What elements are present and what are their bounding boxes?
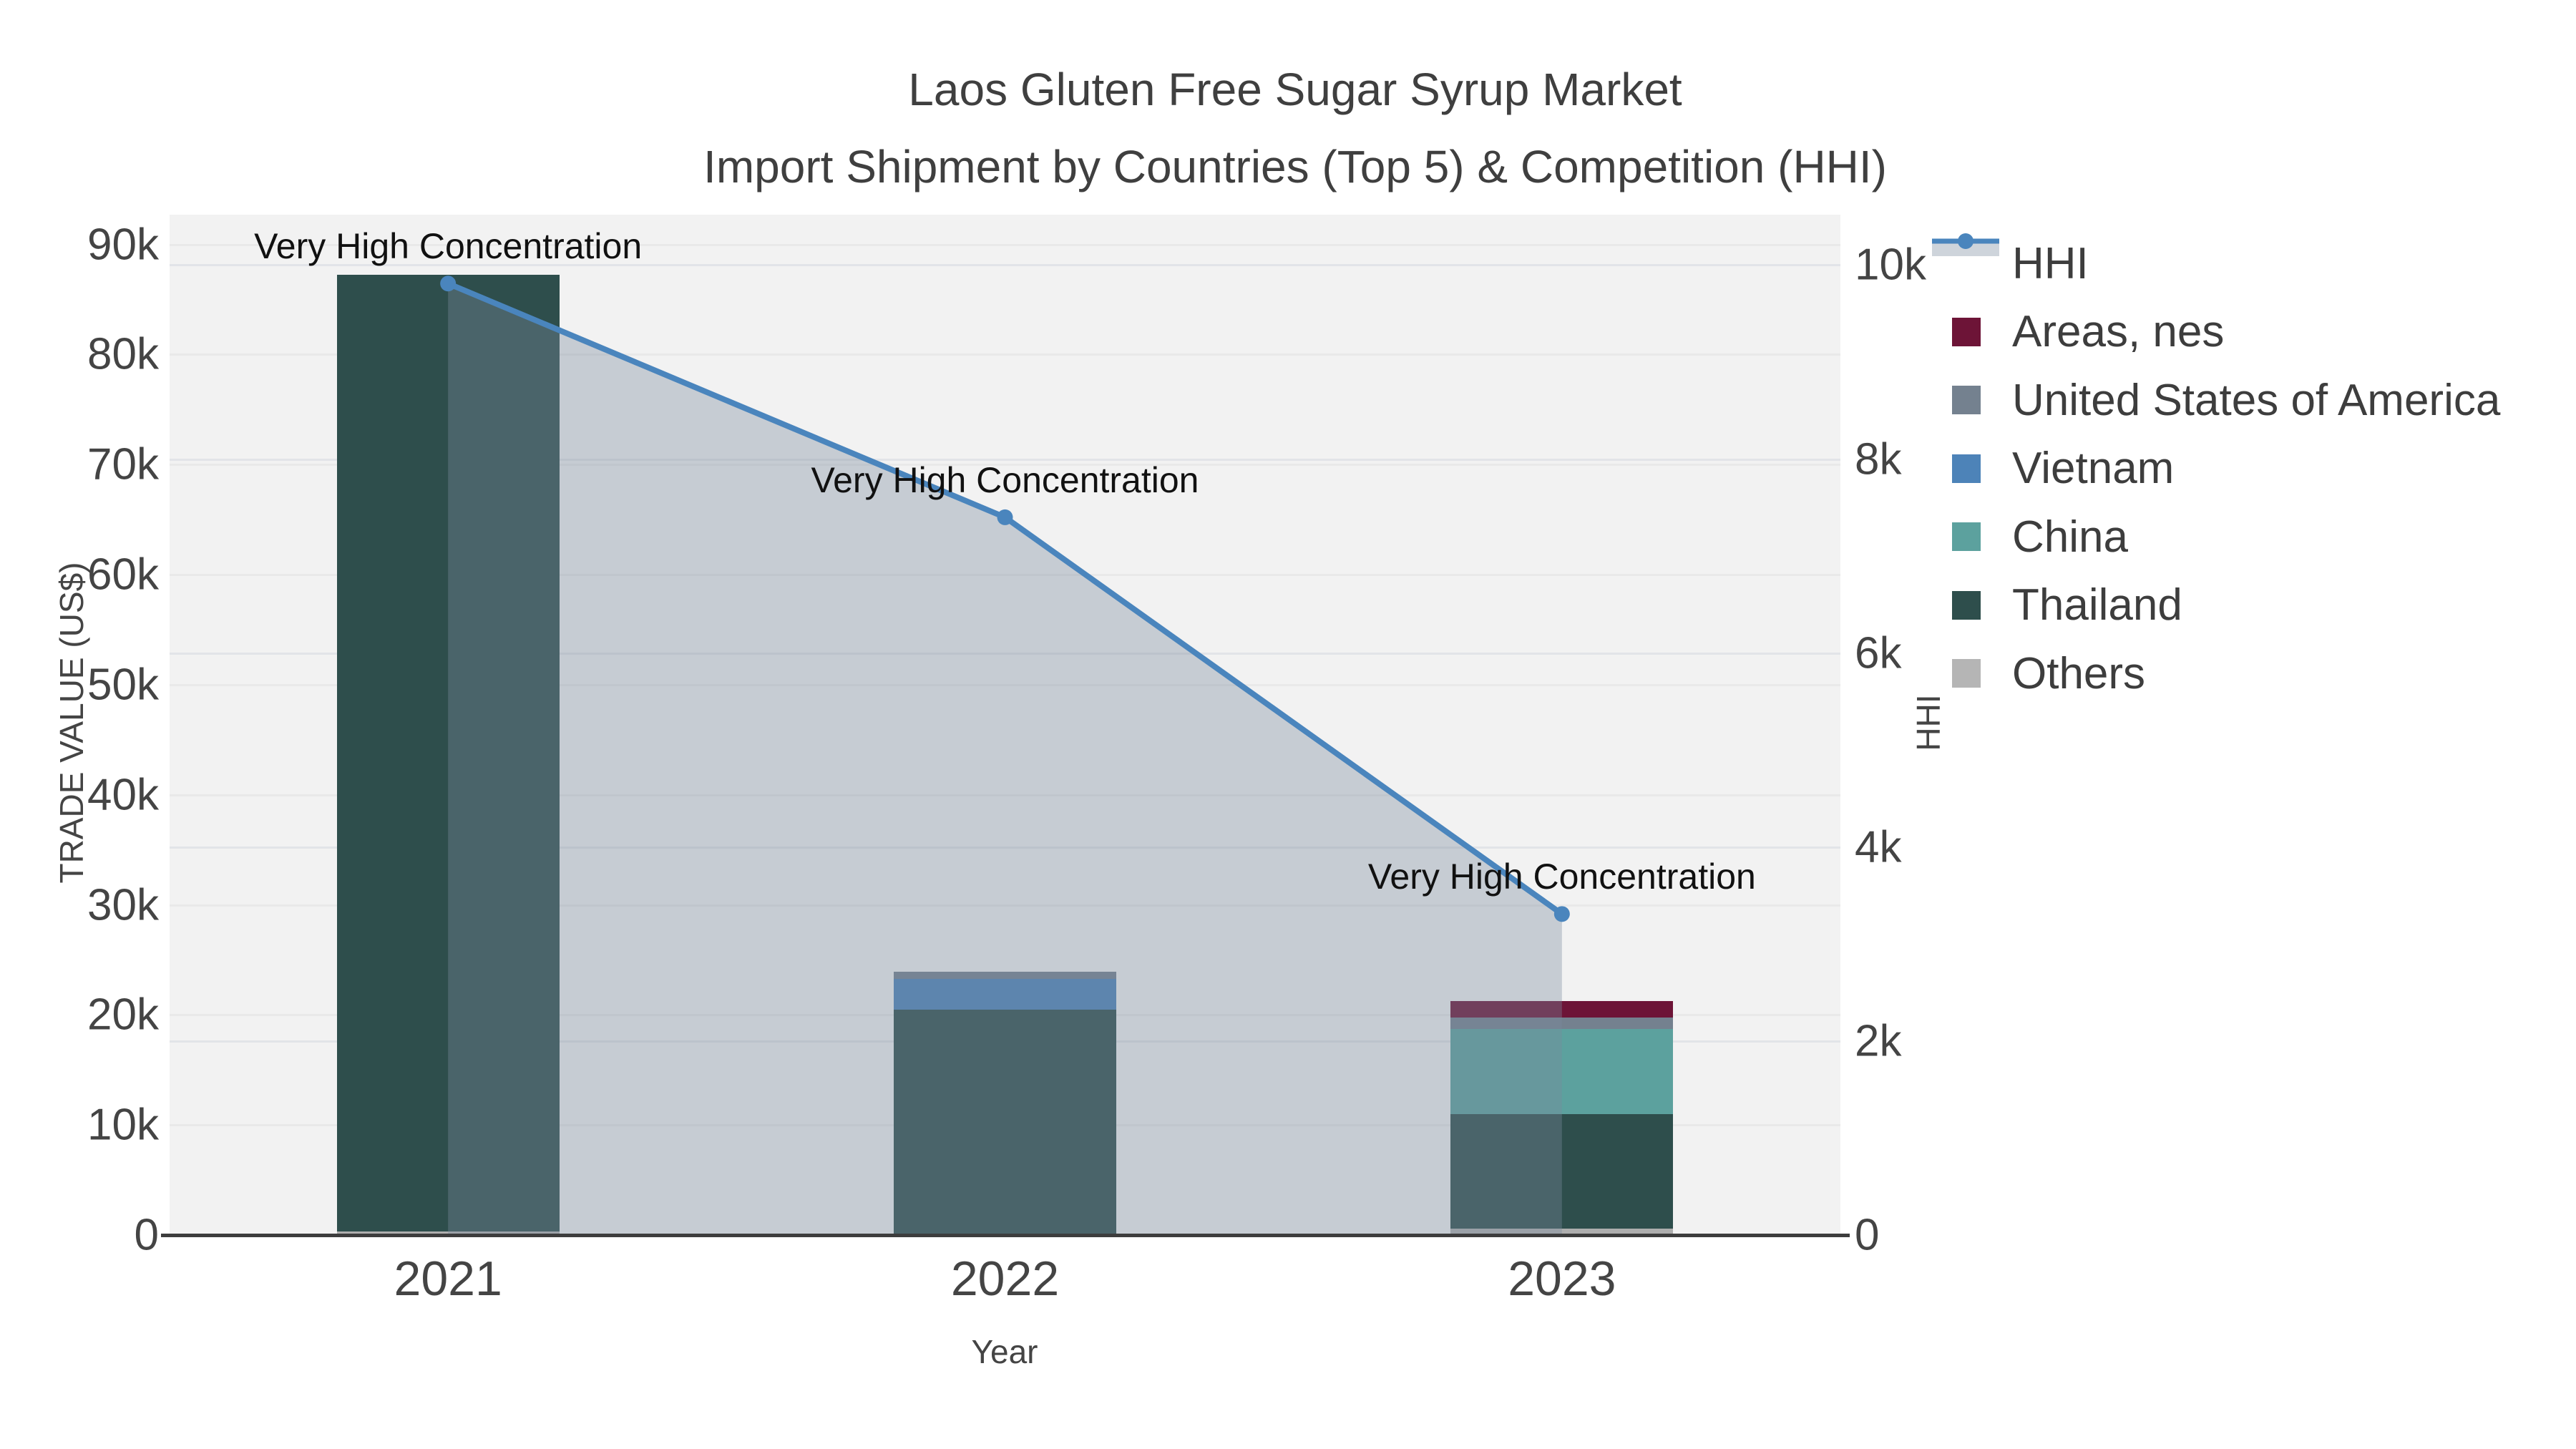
y-tick-right-2k: 2k: [1855, 1016, 1902, 1066]
legend-label-thailand: Thailand: [2012, 580, 2182, 630]
chart-title: Laos Gluten Free Sugar Syrup Market: [908, 64, 1682, 115]
legend-label-china: China: [2012, 512, 2128, 562]
x-tick-2023: 2023: [1508, 1252, 1616, 1306]
legend-label-areas_nes: Areas, nes: [2012, 307, 2225, 356]
legend-swatch-usa-icon: [1952, 386, 1981, 414]
legend-item-thailand[interactable]: Thailand: [1932, 571, 2576, 640]
y-tick-left-60k: 60k: [87, 550, 159, 600]
bar-vietnam-2022: [894, 979, 1116, 1010]
hhi-line: [447, 280, 1564, 917]
bar-thailand-2023: [1450, 1113, 1674, 1229]
y-tick-left-20k: 20k: [87, 990, 159, 1040]
chart-subtitle: Import Shipment by Countries (Top 5) & C…: [703, 141, 1887, 192]
bar-others-2023: [1450, 1228, 1674, 1235]
bar-thailand-2022: [894, 1009, 1116, 1235]
legend-item-hhi[interactable]: HHI: [1932, 229, 2576, 298]
legend-label-others: Others: [2012, 648, 2146, 698]
bar-usa-2022: [894, 972, 1116, 980]
x-tick-2021: 2021: [394, 1252, 502, 1306]
y-tick-left-30k: 30k: [87, 880, 159, 930]
x-axis-title: Year: [971, 1333, 1038, 1370]
legend-item-usa[interactable]: United States of America: [1932, 366, 2576, 434]
legend-swatch-areas_nes-icon: [1952, 317, 1981, 346]
bar-areas_nes-2023: [1450, 1001, 1674, 1018]
y-tick-right-4k: 4k: [1855, 822, 1902, 872]
gridline-right-10k: [170, 264, 1840, 267]
y-tick-left-80k: 80k: [87, 329, 159, 379]
legend-item-areas_nes[interactable]: Areas, nes: [1932, 298, 2576, 366]
plot-area: Very High Concentration Very High Concent…: [170, 215, 1840, 1235]
x-tick-2022: 2022: [950, 1252, 1060, 1306]
legend-swatch-vietnam-icon: [1952, 454, 1981, 483]
bar-others-2021: [336, 1231, 560, 1235]
gridline-left-90k: [170, 243, 1840, 246]
hhi-marker-2023: [1553, 906, 1570, 922]
legend-swatch-others-icon: [1952, 659, 1981, 688]
x-axis-line: [161, 1234, 1850, 1237]
y-tick-left-90k: 90k: [87, 220, 159, 270]
y-tick-left-70k: 70k: [87, 439, 159, 489]
legend-item-china[interactable]: China: [1932, 502, 2576, 571]
hhi-marker-2022: [997, 509, 1013, 525]
legend-label-usa: United States of America: [2012, 375, 2501, 425]
legend-swatch-china-icon: [1952, 522, 1981, 551]
y-tick-right-8k: 8k: [1855, 434, 1902, 484]
y-tick-left-0: 0: [134, 1210, 159, 1260]
bar-usa-2023: [1450, 1018, 1674, 1030]
y-tick-left-40k: 40k: [87, 770, 159, 820]
legend-label-hhi: HHI: [2012, 238, 2089, 288]
y-axis-title-left: TRADE VALUE (US$): [53, 562, 90, 884]
y-tick-right-10k: 10k: [1855, 240, 1926, 290]
legend-item-others[interactable]: Others: [1932, 639, 2576, 708]
y-tick-right-6k: 6k: [1855, 628, 1902, 678]
y-tick-left-50k: 50k: [87, 660, 159, 710]
legend-swatch-thailand-icon: [1952, 590, 1981, 620]
legend-label-vietnam: Vietnam: [2012, 444, 2175, 493]
hhi-line-icon: [1932, 233, 1999, 256]
bar-china-2023: [1450, 1029, 1674, 1114]
bar-thailand-2021: [336, 274, 560, 1232]
annotation-2022: Very High Concentration: [811, 459, 1199, 500]
y-tick-left-10k: 10k: [87, 1100, 159, 1150]
annotation-2023: Very High Concentration: [1367, 857, 1756, 897]
legend-item-vietnam[interactable]: Vietnam: [1932, 434, 2576, 503]
y-tick-right-0: 0: [1855, 1210, 1880, 1260]
annotation-2021: Very High Concentration: [254, 226, 643, 267]
